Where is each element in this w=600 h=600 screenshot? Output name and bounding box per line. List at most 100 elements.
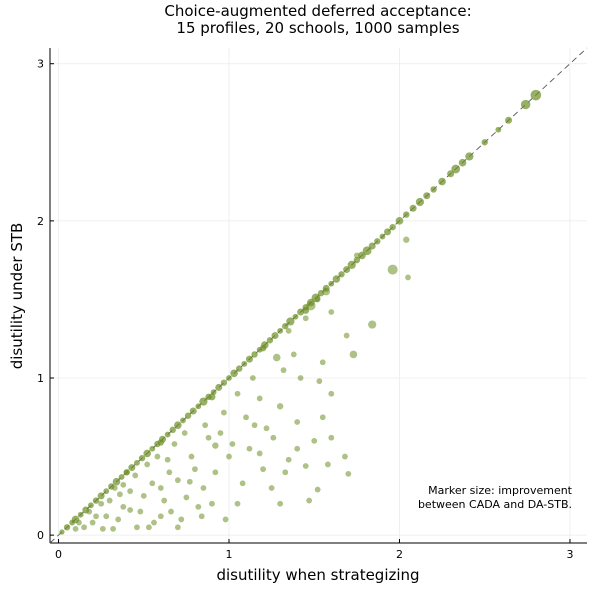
diagonal-point [230,369,238,378]
diagonal-point [259,344,267,352]
diagonal-point [112,477,121,486]
scatter-point [110,525,116,532]
scatter-point [246,445,253,452]
scatter-point [132,472,139,479]
scatter-point [277,500,284,507]
diagonal-point [311,293,321,303]
scatter-point [314,486,321,493]
scatter-point [209,500,215,507]
scatter-point [349,350,358,359]
scatter-point [368,320,377,329]
scatter-point [311,437,318,444]
scatter-point [127,507,134,513]
scatter-point [306,497,313,504]
scatter-point [243,414,249,421]
diagonal-point [88,502,94,509]
diagonal-point [199,397,208,406]
scatter-point [319,414,326,421]
scatter-point [198,513,205,520]
diagonal-point [332,275,341,283]
scatter-point [134,524,140,531]
x-tick-label: 2 [396,548,403,561]
diagonal-point [379,233,386,240]
scatter-point [239,480,246,487]
chart-title-line1: Choice-augmented deferred acceptance: [164,2,471,20]
y-tick-label: 2 [37,215,44,228]
scatter-point [234,500,241,507]
diagonal-point [174,421,182,429]
axis-ticks: 0 1 2 3 0 1 2 3 [37,58,573,561]
scatter-point [297,375,304,381]
diagonal-point [251,351,258,358]
scatter-point [276,403,284,410]
diagonal-point [458,158,467,167]
y-axis-label: disutility under STB [8,223,26,370]
scatter-point [120,481,127,488]
diagonal-point [277,327,284,334]
scatter-point [328,309,335,315]
diagonal-point [423,192,431,200]
diagonal-point [123,469,130,476]
scatter-point [164,456,171,463]
scatter-point [234,390,241,397]
diagonal-point [403,211,410,218]
scatter-point [116,491,123,498]
scatter-point [202,422,209,429]
diagonal-point [108,483,115,490]
scatter-point [387,264,398,275]
diagonal-point [465,152,474,161]
scatter-point [168,508,174,515]
scatter-point [98,500,105,507]
data-points [59,89,542,535]
diagonal-point [138,454,146,462]
diagonal-point [97,492,105,500]
diagonal-point [71,515,80,524]
scatter-point [256,395,263,402]
diagonal-point [384,228,392,236]
scatter-point [188,453,195,460]
scatter-point [72,525,79,532]
diagonal-point [82,506,90,514]
scatter-point [342,453,348,460]
diagonal-point [226,375,232,381]
scatter-point [256,450,263,457]
scatter-point [302,463,309,469]
scatter-point [280,367,287,374]
scatter-point [328,434,335,441]
scatter-point [226,453,232,460]
diagonal-point [520,99,531,110]
scatter-point [319,359,326,366]
scatter-point [106,497,113,504]
diagonal-point [447,170,455,178]
diagonal-point [164,431,171,438]
scatter-point [294,419,301,425]
diagonal-point [451,164,461,174]
scatter-point [268,485,275,491]
scatter-point [81,524,87,531]
scatter-point [171,441,178,447]
scatter-point [272,353,281,362]
scatter-point [294,445,301,452]
scatter-point [270,434,277,441]
scatter-point [186,478,193,485]
scatter-point [157,485,164,491]
scatter-point [178,516,185,523]
scatter-point [290,351,297,358]
scatter-point [93,513,99,520]
x-tick-label: 0 [55,548,62,561]
scatter-point [212,442,219,449]
diagonal-point [118,474,125,480]
diagonal-point [328,280,335,287]
diagonal-point [374,238,381,245]
scatter-point [403,236,410,243]
scatter-point [99,525,106,532]
scatter-point [212,469,219,476]
diagonal-point [495,126,502,133]
scatter-point [222,516,229,523]
diagonal-point [59,529,65,535]
scatter-point [302,315,309,322]
diagonal-point [286,317,295,326]
scatter-point [405,274,411,281]
scatter-point [174,477,181,484]
scatter-point [183,494,190,501]
